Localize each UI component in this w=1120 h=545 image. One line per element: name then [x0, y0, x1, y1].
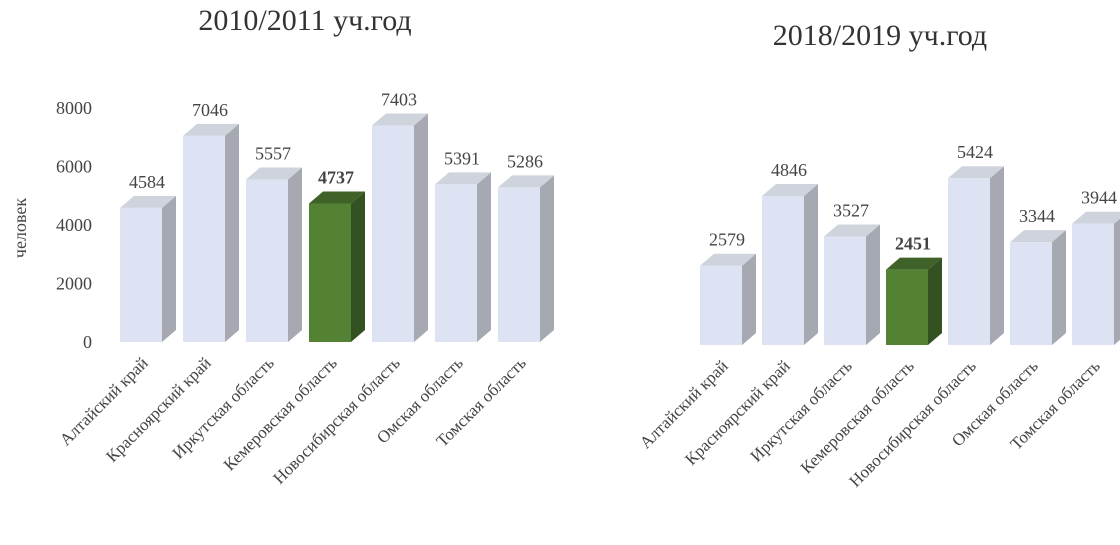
bar-front [1010, 242, 1052, 345]
bar [886, 257, 942, 345]
bar-side [990, 166, 1004, 345]
bar-top [1010, 230, 1066, 243]
bar-front [120, 207, 162, 342]
bar-front [309, 203, 351, 342]
bar [309, 191, 365, 342]
x-tick-label: Кемеровская область [797, 356, 918, 477]
x-tick-label: Новосибирская область [845, 356, 980, 491]
bar [246, 167, 302, 342]
bar [824, 224, 880, 345]
bar-top [886, 257, 942, 270]
x-tick-label: Красноярский край [102, 353, 215, 466]
bar-front [246, 179, 288, 342]
bar-front [372, 125, 414, 342]
bar [435, 172, 491, 342]
bar [762, 183, 818, 345]
bar-top [246, 167, 302, 180]
value-label: 2579 [709, 230, 745, 250]
bar-front [700, 265, 742, 345]
chart: 2010/2011 уч.год человек 0 2000 4000 6000 8000… [10, 4, 554, 488]
bar [1010, 230, 1066, 345]
chart-title: 2010/2011 уч.год [198, 4, 411, 37]
bar-side [477, 172, 491, 342]
bar-top [309, 191, 365, 204]
chart-title: 2018/2019 уч.год [773, 19, 987, 52]
bar-side [288, 167, 302, 342]
bar-top [762, 183, 818, 196]
bar-top [700, 253, 756, 266]
bar-top [948, 166, 1004, 179]
bar-top [435, 172, 491, 185]
value-label: 7403 [381, 89, 417, 109]
bar [700, 253, 756, 345]
value-label: 7046 [192, 100, 228, 120]
bar-front [948, 178, 990, 345]
bar-front [498, 187, 540, 342]
bar-side [1114, 218, 1120, 345]
bar-side [351, 191, 365, 342]
value-label: 4584 [129, 172, 165, 192]
bar-front [435, 184, 477, 342]
bar-side [414, 113, 428, 342]
bar-top [183, 123, 239, 136]
value-label: 4846 [771, 160, 807, 180]
bar-side [162, 195, 176, 342]
bar-top [498, 175, 554, 188]
bar-top [372, 113, 428, 126]
x-tick-label: Кемеровская область [220, 353, 341, 474]
value-label: 3344 [1019, 206, 1055, 226]
value-label: 5424 [957, 142, 993, 162]
bar-side [225, 123, 239, 342]
bar [183, 123, 239, 342]
bar [948, 166, 1004, 345]
bar-front [886, 269, 928, 345]
value-label: 2451 [895, 234, 931, 254]
value-label: 5391 [444, 148, 480, 168]
bar-front [183, 135, 225, 342]
value-label: 4737 [318, 167, 354, 187]
y-axis-label: человек [10, 198, 30, 258]
value-label: 5557 [255, 143, 291, 163]
value-label: 3527 [833, 201, 869, 221]
value-label: 5286 [507, 151, 543, 171]
bar [372, 113, 428, 342]
bar-top [120, 195, 176, 208]
y-tick-label: 4000 [56, 215, 92, 235]
y-tick-label: 0 [83, 332, 92, 352]
bar-side [742, 253, 756, 345]
bar-front [824, 236, 866, 345]
y-tick-label: 2000 [56, 274, 92, 294]
bar-side [804, 183, 818, 345]
bar-side [928, 257, 942, 345]
bar [1072, 211, 1120, 345]
bar-top [824, 224, 880, 237]
x-tick-label: Новосибирская область [269, 353, 404, 488]
y-tick-label: 8000 [56, 98, 92, 118]
bar-side [866, 224, 880, 345]
bar [498, 175, 554, 342]
bar-side [1052, 230, 1066, 345]
bar-side [540, 175, 554, 342]
x-tick-label: Красноярский край [681, 356, 794, 469]
bar-front [1072, 223, 1114, 345]
y-tick-label: 6000 [56, 157, 92, 177]
bar-front [762, 195, 804, 345]
bar [120, 195, 176, 342]
bar-top [1072, 211, 1120, 224]
value-label: 3944 [1081, 188, 1117, 208]
